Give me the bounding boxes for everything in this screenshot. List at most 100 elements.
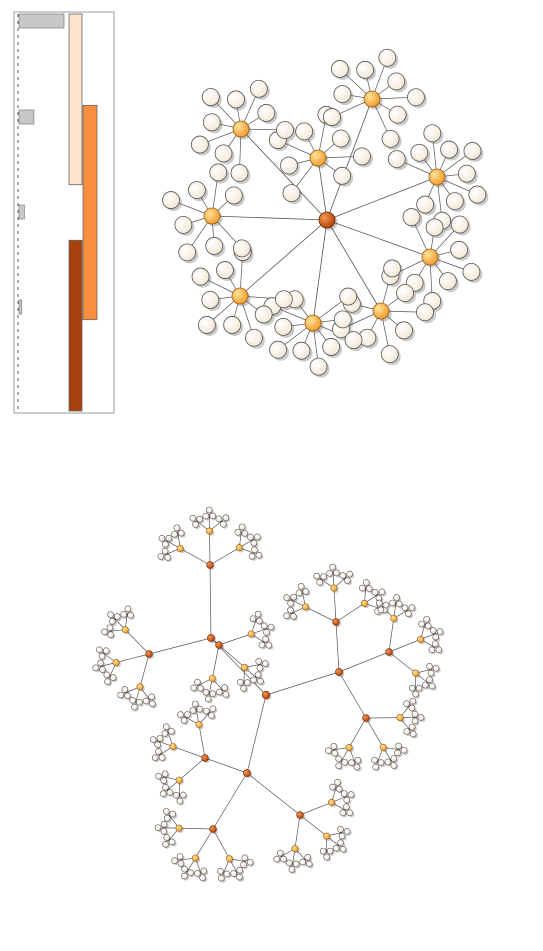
- gray-level-bars: [18, 13, 65, 315]
- leaf-node: [250, 676, 257, 684]
- hub-node: [203, 207, 221, 225]
- leaf-node: [450, 240, 469, 259]
- tree-edge: [246, 694, 267, 774]
- leaf-node: [423, 124, 442, 143]
- level3-node: [323, 832, 331, 840]
- leaf-node: [162, 783, 169, 791]
- leaf-node: [200, 867, 208, 875]
- leaf-node: [322, 108, 341, 126]
- leaf-node: [424, 622, 432, 630]
- graph-edge: [326, 219, 431, 258]
- leaf-node: [177, 711, 184, 718]
- leaf-node: [304, 853, 312, 861]
- level3-node: [328, 798, 336, 806]
- leaf-node: [181, 865, 188, 873]
- leaf-node: [180, 717, 188, 724]
- leaf-node: [395, 742, 402, 750]
- leaf-node: [236, 873, 243, 881]
- leaf-node: [124, 692, 131, 700]
- leaf-node: [359, 584, 366, 592]
- leaf-node: [199, 874, 206, 882]
- leaf-node: [108, 618, 116, 625]
- leaf-node: [237, 678, 244, 686]
- leaf-node: [408, 684, 416, 692]
- leaf-node: [394, 749, 401, 757]
- level3-node: [175, 776, 183, 784]
- stacked-range-bars: [68, 13, 98, 412]
- leaf-node: [142, 697, 150, 705]
- leaf-node: [257, 677, 264, 685]
- tree-edge: [305, 606, 337, 623]
- leaf-node: [409, 730, 417, 738]
- leaf-node: [178, 243, 197, 262]
- leaf-node: [197, 684, 204, 692]
- leaf-node: [254, 610, 262, 618]
- level3-node: [291, 845, 299, 853]
- leaf-node: [280, 855, 287, 863]
- leaf-node: [92, 664, 100, 672]
- orange-range-bar: [82, 104, 98, 321]
- leaf-node: [179, 791, 187, 799]
- leaf-node: [202, 113, 221, 132]
- level2-node: [332, 618, 340, 626]
- leaf-node: [204, 695, 212, 703]
- level3-node: [247, 630, 255, 638]
- leaf-node: [131, 703, 138, 711]
- leaf-node: [159, 790, 167, 798]
- leaf-node: [292, 860, 300, 868]
- leaf-node: [330, 60, 349, 78]
- leaf-node: [390, 762, 398, 769]
- leaf-node: [127, 611, 134, 619]
- leaf-node: [162, 723, 170, 730]
- leaf-node: [313, 572, 321, 580]
- leaf-node: [261, 660, 269, 667]
- leaf-node: [390, 755, 398, 762]
- leaf-node: [157, 553, 165, 560]
- level3-node: [345, 744, 353, 752]
- graph-edge: [326, 98, 373, 221]
- leaf-node: [389, 599, 396, 607]
- leaf-node: [468, 185, 487, 204]
- leaf-node: [436, 628, 444, 635]
- leaf-node: [378, 588, 386, 596]
- tree-edge: [212, 828, 230, 859]
- graph-edge: [317, 157, 328, 221]
- level2-node: [201, 754, 209, 762]
- leaf-node: [149, 736, 157, 743]
- leaf-node: [247, 533, 254, 541]
- leaf-node: [273, 855, 281, 863]
- leaf-node: [224, 186, 243, 205]
- leaf-node: [347, 791, 355, 798]
- leaf-node: [174, 215, 193, 234]
- leaf-node: [319, 847, 327, 855]
- leaf-node: [245, 328, 263, 347]
- leaf-node: [166, 789, 174, 796]
- leaf-node: [343, 803, 350, 811]
- leaf-node: [124, 605, 132, 613]
- leaf-node: [432, 665, 440, 672]
- leaf-node: [203, 707, 210, 715]
- leaf-node: [158, 534, 166, 542]
- leaf-node: [410, 143, 429, 162]
- leaf-node: [250, 539, 258, 547]
- level3-node: [302, 603, 310, 611]
- leaf-node: [316, 578, 323, 586]
- leaf-node: [353, 763, 361, 771]
- leaf-node: [156, 734, 164, 742]
- leaf-node: [222, 514, 230, 522]
- leaf-node: [177, 529, 185, 537]
- tree-edge: [335, 603, 365, 623]
- leaf-node: [189, 707, 197, 714]
- leaf-node: [240, 861, 247, 868]
- leaf-node: [335, 755, 342, 763]
- leaf-node: [395, 321, 413, 340]
- level2-node: [145, 650, 153, 658]
- leaf-node: [230, 164, 249, 182]
- tree-edge: [115, 653, 150, 663]
- leaf-node: [401, 604, 409, 612]
- root-node: [318, 211, 336, 229]
- leaf-node: [107, 631, 114, 638]
- leaf-node: [377, 759, 385, 766]
- level3-node: [195, 721, 203, 729]
- leaf-node: [339, 809, 347, 817]
